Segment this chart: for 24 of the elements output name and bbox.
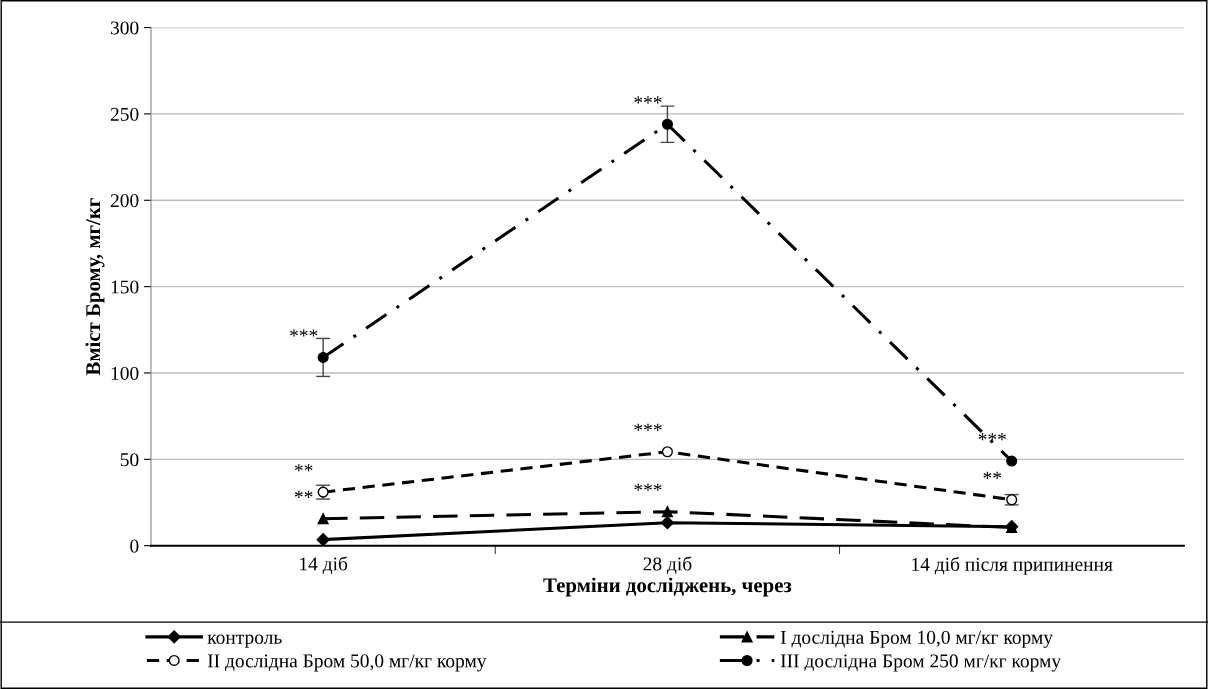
annotation: ***: [634, 96, 662, 104]
y-axis-title: Вміст Брому, мг/кг: [85, 198, 105, 376]
annotation: ***: [290, 329, 318, 337]
annotation: **: [294, 490, 313, 498]
annotation: **: [294, 464, 313, 472]
x-axis-title: Терміни досліджень, через: [543, 577, 792, 597]
legend-label: II дослідна Бром 50,0 мг/кг корму: [207, 654, 487, 672]
legend-label: контроль: [207, 634, 282, 648]
y-tick-label: 300: [110, 21, 139, 35]
y-tick-label: 100: [111, 366, 139, 380]
annotation: ***: [634, 423, 662, 431]
y-tick-label: 150: [111, 280, 139, 294]
x-tick-label: 14 діб: [300, 556, 348, 575]
y-tick-label: 0: [130, 539, 139, 553]
annotation: ***: [978, 433, 1006, 441]
y-tick-label: 50: [120, 453, 139, 467]
y-tick-label: 250: [110, 107, 139, 121]
annotation: ***: [634, 483, 662, 491]
x-tick-label: 28 діб: [643, 556, 692, 575]
x-tick-label: 14 діб після припинення: [912, 556, 1113, 575]
y-tick-label: 200: [110, 194, 139, 208]
legend-label: I дослідна Бром 10,0 мг/кг корму: [780, 630, 1053, 648]
annotation: **: [983, 471, 1002, 479]
legend-label: III дослідна Бром 250 мг/кг корму: [780, 654, 1062, 672]
